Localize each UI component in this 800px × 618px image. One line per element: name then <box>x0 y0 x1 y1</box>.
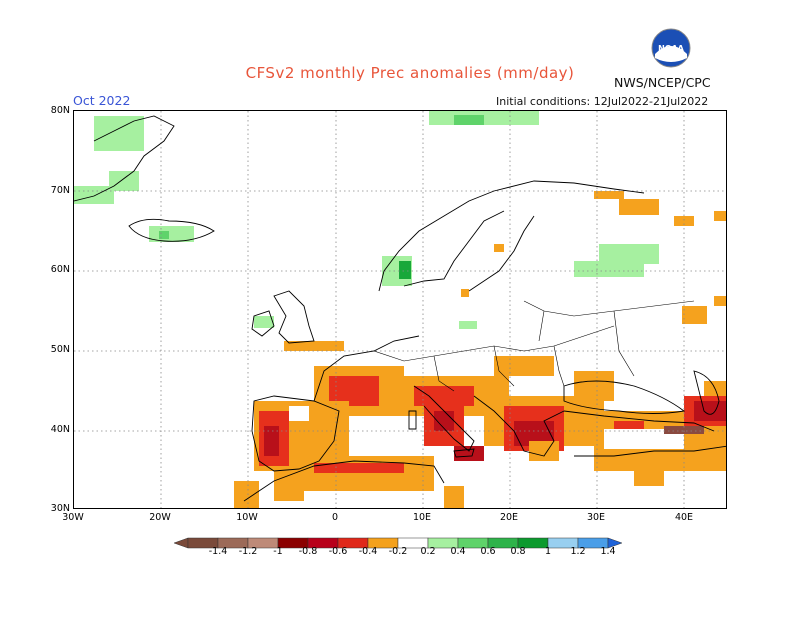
colorbar-tick-label: 1 <box>544 546 552 557</box>
lon-label-30w: 30W <box>62 512 84 523</box>
lon-label-10w: 10W <box>236 512 258 523</box>
colorbar-tick-label: -1 <box>273 546 283 557</box>
anomaly-patches <box>74 111 726 508</box>
coastlines <box>74 115 726 502</box>
colorbar-tick-label: -0.2 <box>388 546 408 557</box>
logo-text: NOAA <box>658 44 684 53</box>
anomaly-map <box>73 110 727 509</box>
lon-label-30e: 30E <box>586 512 606 523</box>
colorbar-left-arrow <box>173 537 189 549</box>
noaa-logo: NOAA <box>651 28 691 68</box>
colorbar-tick-label: 0.2 <box>420 546 436 557</box>
colorbar-tick-label: 1.2 <box>570 546 586 557</box>
colorbar <box>173 534 626 553</box>
month-label: Oct 2022 <box>73 93 131 108</box>
colorbar-tick-label: 0.6 <box>480 546 496 557</box>
colorbar-right-arrow <box>607 537 623 549</box>
lat-label-40n: 40N <box>50 424 70 435</box>
colorbar-tick-label: 0.8 <box>510 546 526 557</box>
lat-label-50n: 50N <box>50 344 70 355</box>
initial-conditions-label: Initial conditions: 12Jul2022-21Jul2022 <box>496 95 709 108</box>
agency-label: NWS/NCEP/CPC <box>614 75 711 90</box>
lon-label-40e: 40E <box>674 512 694 523</box>
colorbar-tick-label: -1.2 <box>238 546 258 557</box>
lat-label-60n: 60N <box>50 264 70 275</box>
colorbar-tick-label: -0.6 <box>328 546 348 557</box>
map-title: CFSv2 monthly Prec anomalies (mm/day) <box>245 64 575 82</box>
colorbar-tick-label: -0.4 <box>358 546 378 557</box>
colorbar-tick-label: 0.4 <box>450 546 466 557</box>
colorbar-tick-label: -0.8 <box>298 546 318 557</box>
lat-label-80n: 80N <box>50 105 70 116</box>
lon-label-10e: 10E <box>412 512 432 523</box>
lon-label-20w: 20W <box>149 512 171 523</box>
lat-label-70n: 70N <box>50 185 70 196</box>
colorbar-tick-label: -1.4 <box>208 546 228 557</box>
lon-label-0: 0 <box>331 512 339 523</box>
lat-label-30n: 30N <box>50 503 70 514</box>
colorbar-tick-label: 1.4 <box>600 546 616 557</box>
lon-label-20e: 20E <box>499 512 519 523</box>
